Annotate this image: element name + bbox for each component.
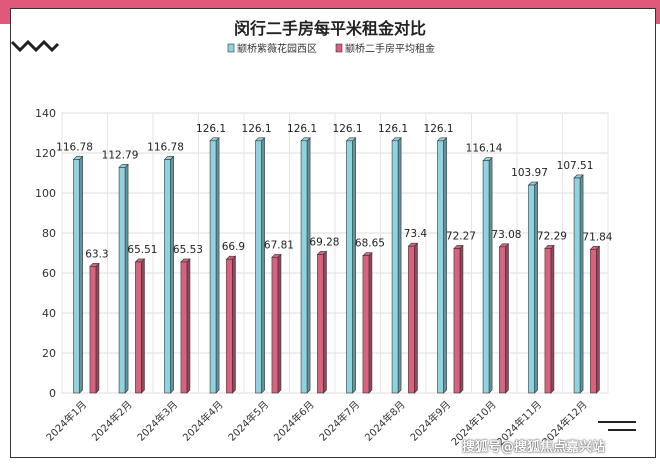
- data-label: 72.27: [446, 230, 476, 242]
- y-tick-label: 60: [42, 267, 56, 280]
- x-tick-label: 2024年6月: [271, 398, 317, 444]
- data-label: 73.08: [491, 229, 521, 241]
- y-tick-label: 100: [35, 187, 56, 200]
- chart-grid: [61, 112, 609, 394]
- y-axis: 0 20 40 60 80 100 120 140: [35, 107, 56, 400]
- data-label: 65.53: [173, 244, 203, 256]
- bar: [180, 258, 191, 394]
- x-tick-label: 2024年4月: [180, 398, 226, 444]
- watermark: 搜狐号@搜狐焦点嘉兴站: [462, 440, 606, 455]
- data-label: 103.97: [511, 167, 548, 179]
- y-tick-label: 140: [35, 107, 56, 120]
- x-tick-label: 2024年1月: [43, 398, 89, 444]
- bar: [209, 137, 220, 394]
- legend-label: 颛桥二手房平均租金: [345, 42, 435, 55]
- data-label: 69.28: [309, 236, 339, 248]
- data-label: 107.51: [557, 160, 594, 172]
- y-tick-label: 80: [42, 227, 56, 240]
- data-labels: 116.78 112.79 116.78 126.1 126.1 126.1 126.1 12…: [56, 123, 613, 261]
- x-tick-label: 2024年8月: [362, 398, 408, 444]
- chart-title: 闵行二手房每平米租金对比: [234, 19, 426, 38]
- y-tick-label: 120: [35, 147, 56, 160]
- x-tick-label: 2024年3月: [134, 398, 180, 444]
- x-tick-label: 2024年2月: [89, 398, 135, 444]
- data-label: 112.79: [102, 149, 139, 161]
- y-tick-label: 20: [42, 347, 56, 360]
- data-label: 126.1: [287, 123, 317, 135]
- bar: [225, 255, 237, 394]
- data-label: 116.78: [56, 141, 93, 153]
- bars: [72, 137, 601, 394]
- data-label: 126.1: [378, 123, 408, 135]
- bar: [118, 163, 129, 394]
- bar: [72, 155, 84, 394]
- legend-swatch: [227, 43, 235, 53]
- bar: [254, 137, 266, 394]
- data-label: 71.84: [582, 231, 612, 243]
- x-tick-label: 2024年7月: [316, 398, 362, 444]
- bar: [362, 251, 373, 394]
- data-label: 67.81: [264, 239, 294, 251]
- bar: [527, 181, 539, 394]
- bar: [271, 253, 282, 394]
- bar: [498, 243, 510, 394]
- data-label: 72.29: [537, 230, 567, 242]
- bar: [589, 245, 601, 394]
- y-tick-label: 40: [42, 307, 56, 320]
- bar: [89, 262, 100, 394]
- bar: [300, 137, 311, 394]
- legend-swatch: [335, 43, 343, 53]
- bar: [163, 155, 175, 394]
- bar: [134, 258, 146, 394]
- zigzag-decoration-icon: [10, 39, 60, 53]
- bar: [345, 137, 357, 394]
- data-label: 126.1: [333, 123, 363, 135]
- data-label: 126.1: [196, 123, 226, 135]
- bar: [544, 244, 555, 394]
- data-label: 116.78: [147, 141, 184, 153]
- data-label: 66.9: [222, 241, 245, 253]
- bar: [436, 137, 448, 394]
- bar: [407, 242, 419, 394]
- data-label: 126.1: [242, 123, 272, 135]
- chart-legend: 颛桥紫薇花园西区 颛桥二手房平均租金: [227, 42, 435, 55]
- corner-lines-decoration-icon: [598, 421, 636, 431]
- y-tick-label: 0: [49, 387, 56, 400]
- bar: [316, 250, 328, 394]
- bar: [391, 137, 402, 394]
- data-label: 126.1: [424, 123, 454, 135]
- data-label: 73.4: [404, 228, 428, 240]
- data-label: 63.3: [85, 248, 108, 260]
- data-label: 116.14: [466, 143, 503, 155]
- x-tick-label: 2024年9月: [407, 398, 453, 444]
- bar: [453, 244, 464, 394]
- x-tick-label: 2024年5月: [225, 398, 271, 444]
- data-label: 68.65: [355, 238, 385, 250]
- legend-label: 颛桥紫薇花园西区: [237, 42, 317, 55]
- bar: [482, 156, 493, 394]
- bar: [573, 174, 584, 394]
- data-label: 65.51: [127, 244, 157, 256]
